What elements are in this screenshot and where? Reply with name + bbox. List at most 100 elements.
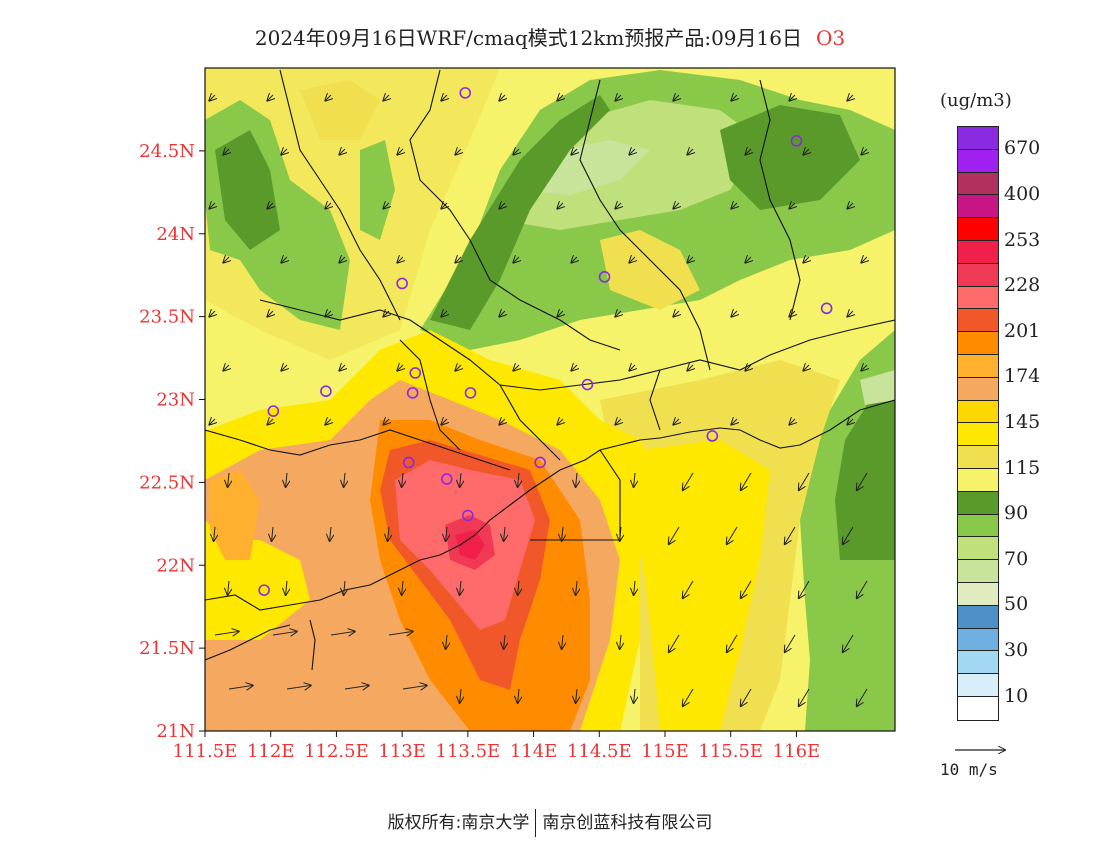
concentration-field (205, 68, 895, 731)
wind-arrow (789, 203, 795, 209)
wind-arrow (741, 472, 752, 490)
wind-arrow (731, 95, 737, 101)
wind-arrow (267, 311, 273, 317)
wind-arrow (388, 526, 389, 541)
color-bar-label: 30 (1004, 638, 1029, 661)
wind-arrow (843, 634, 854, 652)
wind-arrow (683, 688, 694, 706)
wind-arrow (228, 580, 229, 595)
color-bar-label: 90 (1004, 502, 1029, 525)
station-marker (267, 405, 280, 417)
wind-arrow (383, 311, 389, 317)
wind-arrow (634, 472, 635, 487)
wind-arrow (209, 95, 215, 101)
wind-arrow (673, 419, 679, 425)
wind-arrow (330, 631, 355, 635)
wind-arrow (402, 685, 427, 689)
wind-arrow (803, 149, 809, 155)
wind-arrow (402, 472, 403, 487)
lat-label: 24N (156, 224, 195, 245)
color-bar-label: 228 (1004, 274, 1041, 297)
station-marker (534, 456, 546, 469)
wind-arrow (861, 365, 867, 371)
color-bar-label: 115 (1004, 456, 1041, 479)
wind-arrow (571, 149, 577, 155)
wind-arrow (789, 95, 795, 101)
color-swatch (958, 309, 998, 333)
wind-arrow (223, 365, 229, 371)
wind-arrow (557, 311, 563, 317)
color-bar-label: 400 (1004, 182, 1041, 205)
wind-arrow (286, 685, 311, 689)
station-marker (790, 135, 803, 147)
wind-arrow (857, 580, 868, 598)
wind-arrow (388, 631, 413, 635)
wind-arrow (513, 257, 519, 263)
wind-arrow (847, 95, 853, 101)
wind-arrow (446, 526, 447, 541)
wind-arrow (499, 311, 505, 317)
color-bar-label: 145 (1004, 410, 1041, 433)
wind-arrow (325, 311, 331, 317)
wind-arrow (504, 526, 505, 541)
wind-arrow (518, 580, 519, 595)
wind-arrow (615, 311, 621, 317)
color-bar-label: 670 (1004, 137, 1041, 160)
lat-label: 22.5N (139, 472, 195, 493)
wind-arrow (286, 472, 287, 487)
station-marker (462, 509, 474, 522)
color-swatch (958, 286, 998, 310)
wind-arrow (460, 580, 461, 595)
footer-separator (535, 809, 537, 837)
station-marker (258, 584, 270, 596)
wind-arrow (847, 311, 853, 317)
wind-arrow (272, 631, 297, 635)
color-swatch (958, 651, 998, 675)
station-marker (706, 430, 719, 442)
wind-arrow (455, 365, 461, 371)
color-bar-label: 201 (1004, 319, 1041, 342)
lat-label: 24.5N (139, 141, 195, 162)
wind-arrow (455, 149, 461, 155)
wind-arrow (330, 526, 331, 541)
lon-label: 115.5E (698, 741, 763, 762)
wind-arrow (669, 634, 680, 652)
wind-arrow (402, 580, 403, 595)
wind-arrow (383, 419, 389, 425)
wind-arrow (209, 419, 215, 425)
wind-arrow (267, 95, 273, 101)
color-bar-label: 253 (1004, 228, 1041, 251)
wind-arrow (455, 257, 461, 263)
wind-arrow (683, 580, 694, 598)
wind-arrow (441, 203, 447, 209)
wind-arrow (499, 419, 505, 425)
wind-arrow (847, 203, 853, 209)
wind-arrow (571, 365, 577, 371)
wind-arrow (383, 203, 389, 209)
wind-arrow (499, 203, 505, 209)
wind-arrow (272, 526, 273, 541)
wind-arrow (397, 149, 403, 155)
wind-arrow (576, 688, 577, 703)
station-marker (402, 456, 415, 469)
station-marker (459, 87, 472, 99)
map-title: 2024年09月16日WRF/cmaq模式12km预报产品:09月16日 O3 (0, 22, 1100, 51)
color-swatch (958, 537, 998, 561)
wind-arrow (281, 365, 287, 371)
wind-arrow (673, 311, 679, 317)
station-marker (820, 302, 833, 315)
wind-arrow (799, 472, 810, 490)
color-swatch (958, 628, 998, 652)
color-bar-label: 174 (1004, 365, 1041, 388)
wind-arrow (557, 95, 563, 101)
wind-arrow (727, 634, 738, 652)
color-swatch (958, 605, 998, 629)
wind-arrow (789, 419, 795, 425)
wind-arrow (745, 149, 751, 155)
wind-arrow (441, 311, 447, 317)
color-swatch (958, 149, 998, 173)
wind-vectors (209, 95, 867, 706)
wind-arrow (629, 365, 635, 371)
wind-arrow (383, 95, 389, 101)
